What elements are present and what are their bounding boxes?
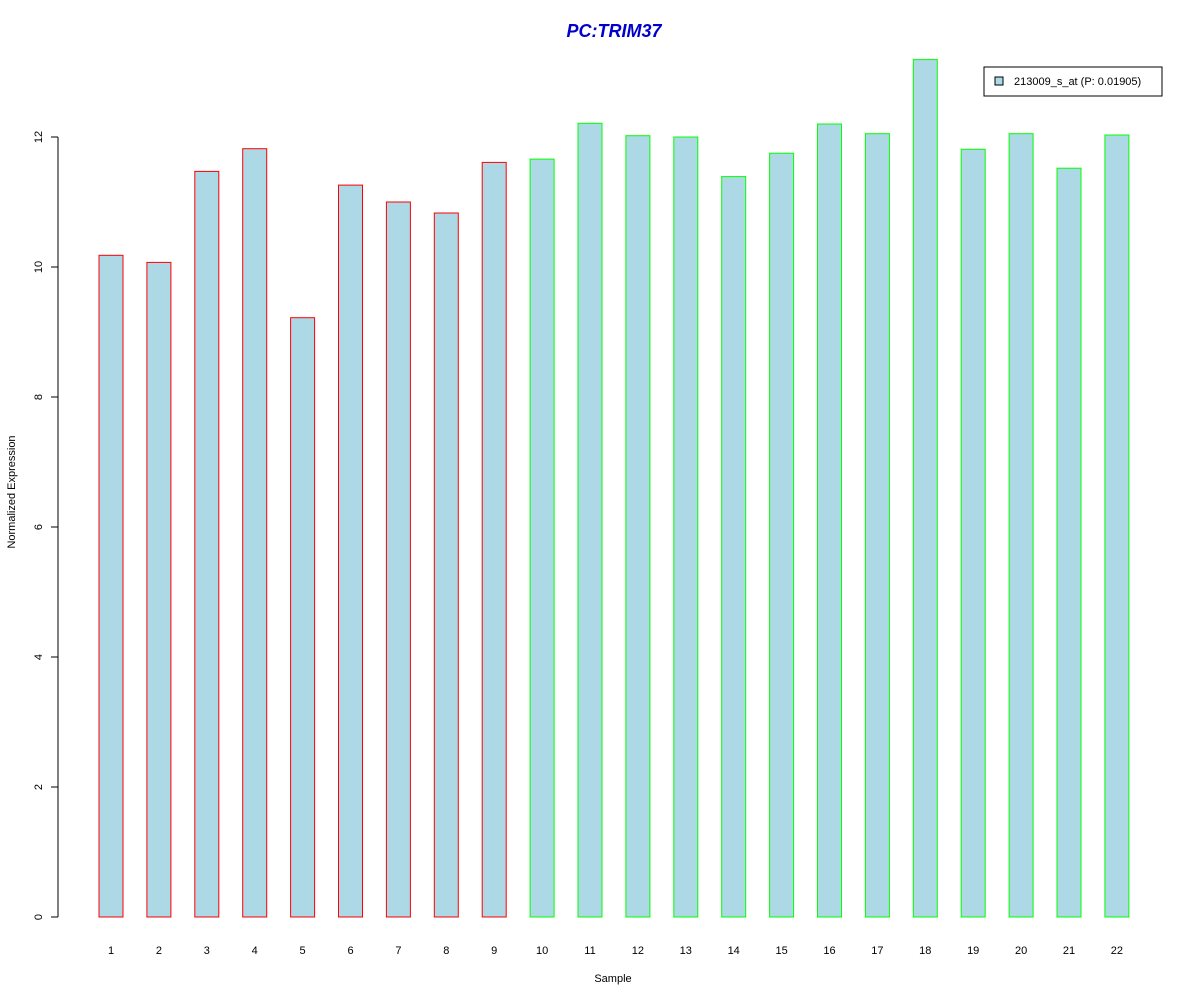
bar-sample-5 bbox=[290, 317, 316, 918]
bar-sample-4 bbox=[242, 148, 268, 918]
bar-sample-19 bbox=[960, 148, 986, 918]
x-tick-label: 19 bbox=[967, 945, 979, 957]
bar-sample-11 bbox=[577, 122, 603, 918]
bar-sample-16 bbox=[817, 123, 842, 918]
bar-sample-20 bbox=[1008, 133, 1034, 918]
bar-sample-3 bbox=[194, 170, 220, 918]
bar-sample-22 bbox=[1104, 134, 1130, 918]
x-tick-label: 17 bbox=[871, 945, 883, 957]
y-tick-label: 8 bbox=[33, 394, 45, 400]
x-tick-label: 6 bbox=[347, 945, 353, 957]
y-tick-label: 4 bbox=[33, 654, 45, 660]
x-tick-label: 2 bbox=[156, 945, 162, 957]
bar-sample-10 bbox=[529, 158, 555, 918]
x-tick-label: 5 bbox=[300, 945, 306, 957]
y-tick-label: 0 bbox=[33, 914, 45, 920]
x-tick-label: 7 bbox=[395, 945, 401, 957]
y-tick-label: 10 bbox=[33, 261, 45, 273]
x-tick-label: 3 bbox=[204, 945, 210, 957]
bar-sample-6 bbox=[338, 184, 363, 918]
x-tick-label: 15 bbox=[775, 945, 787, 957]
x-tick-labels: 1 2 3 4 5 6 7 8 9 10 11 12 13 14 15 16 17 18 19 20 21 22 bbox=[108, 945, 1123, 957]
x-tick-label: 10 bbox=[536, 945, 548, 957]
x-tick-label: 4 bbox=[252, 945, 258, 957]
bars-group bbox=[98, 59, 1130, 918]
x-tick-label: 12 bbox=[632, 945, 644, 957]
y-axis: 0 2 4 6 8 10 12 bbox=[33, 131, 59, 920]
bar-sample-17 bbox=[864, 133, 890, 918]
x-tick-label: 9 bbox=[491, 945, 497, 957]
x-tick-label: 8 bbox=[443, 945, 449, 957]
legend: 213009_s_at (P: 0.01905) bbox=[983, 66, 1163, 97]
bar-sample-12 bbox=[625, 135, 651, 918]
x-tick-label: 20 bbox=[1015, 945, 1027, 957]
x-axis-label: Sample bbox=[594, 973, 631, 985]
y-axis-label: Normalized Expression bbox=[6, 435, 18, 548]
chart-title: PC:TRIM37 bbox=[566, 21, 662, 41]
y-tick-label: 6 bbox=[33, 524, 45, 530]
x-tick-label: 21 bbox=[1063, 945, 1075, 957]
legend-swatch bbox=[994, 76, 1004, 86]
legend-label: 213009_s_at (P: 0.01905) bbox=[1014, 76, 1141, 88]
y-tick-label: 2 bbox=[33, 784, 45, 790]
x-tick-label: 16 bbox=[823, 945, 835, 957]
bar-sample-21 bbox=[1056, 167, 1082, 918]
x-tick-label: 1 bbox=[108, 945, 114, 957]
x-tick-label: 18 bbox=[919, 945, 931, 957]
bar-sample-8 bbox=[433, 212, 459, 918]
bar-sample-13 bbox=[673, 136, 699, 918]
bar-sample-18 bbox=[912, 59, 938, 918]
x-tick-label: 13 bbox=[680, 945, 692, 957]
bar-sample-14 bbox=[721, 176, 747, 918]
bar-sample-2 bbox=[146, 261, 172, 918]
bar-sample-1 bbox=[98, 254, 124, 918]
y-tick-label: 12 bbox=[33, 131, 45, 143]
legend-box bbox=[983, 66, 1163, 97]
x-tick-label: 14 bbox=[728, 945, 740, 957]
bar-sample-15 bbox=[769, 152, 795, 918]
x-tick-label: 11 bbox=[584, 945, 595, 957]
x-tick-label: 22 bbox=[1111, 945, 1123, 957]
bar-sample-9 bbox=[481, 161, 507, 918]
bar-sample-7 bbox=[385, 201, 411, 918]
